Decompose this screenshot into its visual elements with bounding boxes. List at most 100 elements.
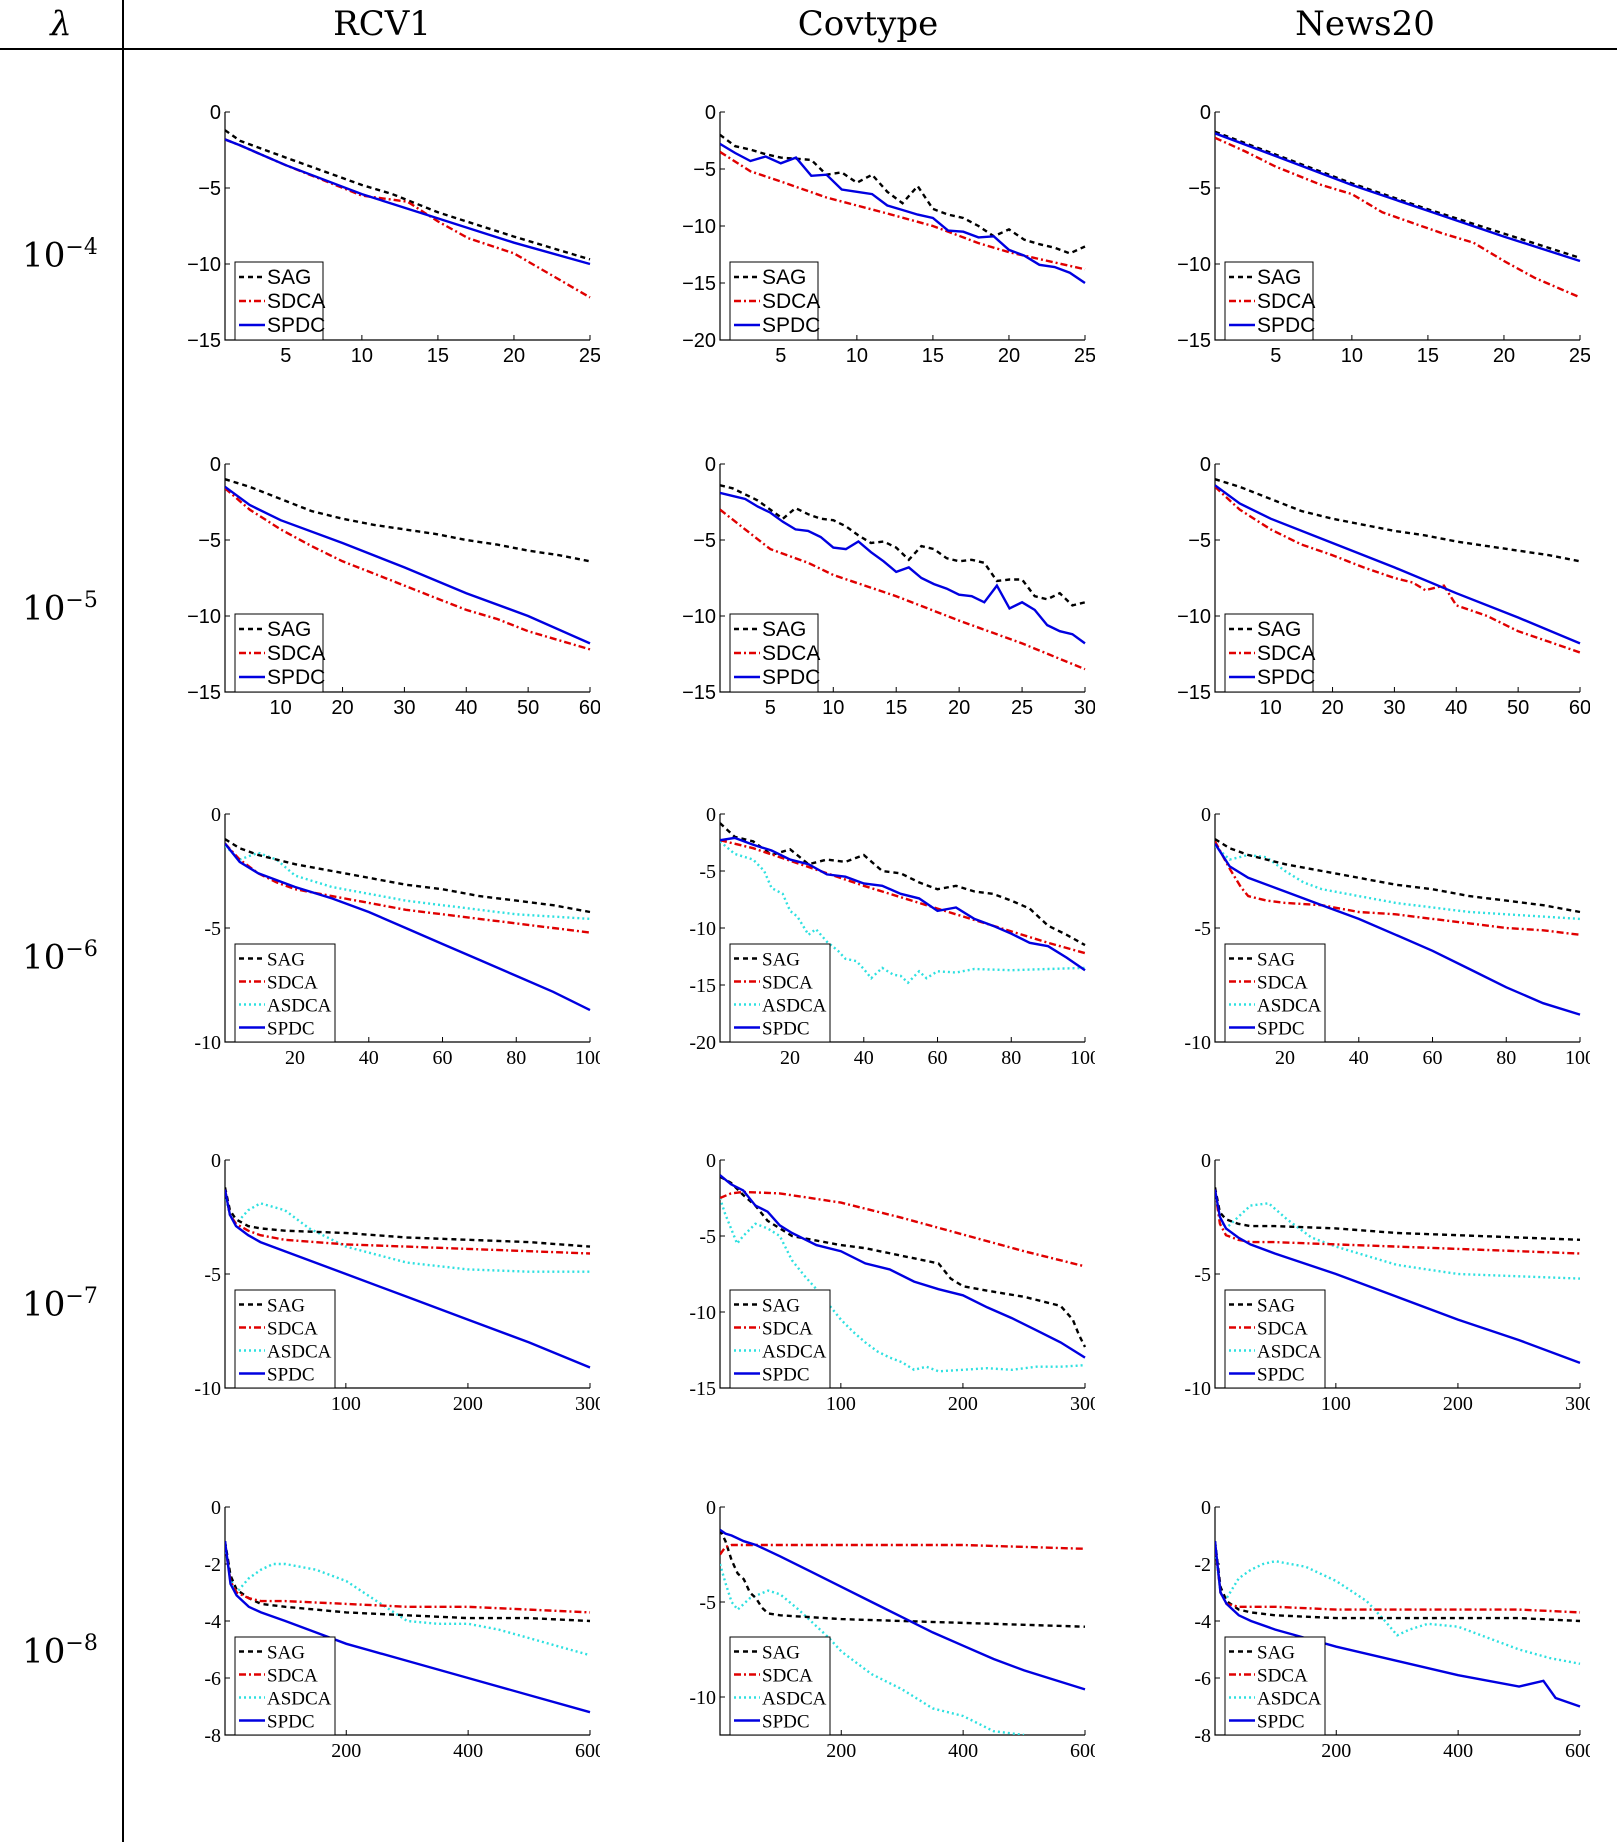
series-line-sdca [225, 842, 591, 934]
x-tick-label: 5 [1270, 345, 1281, 367]
x-tick-label: 15 [1417, 345, 1439, 367]
legend-label-sdca: SDCA [762, 642, 820, 665]
legend-box [729, 1636, 831, 1736]
legend-label-spdc: SPDC [267, 314, 325, 337]
legend-label-sag: SAG [762, 618, 806, 641]
y-tick-label: -5 [204, 918, 221, 940]
legend-label-sag: SAG [267, 266, 311, 289]
legend-label-spdc: SPDC [267, 666, 325, 689]
legend-label-sdca: SDCA [267, 1319, 318, 1340]
series-line-sdca [1215, 136, 1581, 299]
y-tick-label: −10 [1177, 606, 1211, 628]
y-tick-label: -5 [699, 861, 716, 883]
series-line-spdc [225, 485, 591, 645]
x-tick-label: 200 [1321, 1740, 1351, 1762]
legend-label-sag: SAG [267, 618, 311, 641]
chart-rcv1-1e-8: 0 -2 -4 -6 -8 200 400 600 SAG SDCA ASDCA SPDC [160, 1455, 605, 1785]
series-line-spdc [720, 142, 1086, 284]
series-line-sag [225, 1187, 591, 1248]
legend-label-sdca: SDCA [762, 1666, 813, 1687]
y-tick-label: −5 [1188, 530, 1211, 552]
lambda-column-divider [122, 0, 124, 1842]
y-tick-label: −15 [1177, 330, 1211, 352]
legend-label-sag: SAG [1257, 266, 1301, 289]
lambda-row-label: 10−5 [0, 588, 120, 628]
legend-label-sag: SAG [267, 1643, 305, 1664]
x-tick-label: 200 [826, 1740, 856, 1762]
y-tick-label: 0 [705, 454, 716, 476]
legend-label-spdc: SPDC [762, 314, 820, 337]
series-line-asdca [1215, 1193, 1581, 1280]
y-tick-label: -4 [204, 1611, 221, 1633]
lambda-base: 10 [22, 235, 66, 276]
chart-rcv1-1e-4: 0 −5 −10 −15 5 10 15 20 25 SAG SDCA SPDC [160, 60, 601, 390]
x-tick-label: 5 [775, 345, 786, 367]
x-tick-label: 15 [427, 345, 449, 367]
lambda-header: λ [50, 4, 72, 44]
x-tick-label: 40 [854, 1047, 874, 1069]
y-tick-label: -10 [689, 1687, 716, 1709]
y-tick-label: −10 [682, 606, 716, 628]
x-tick-label: 300 [1070, 1393, 1095, 1415]
series-line-sag [225, 129, 591, 261]
x-tick-label: 80 [506, 1047, 526, 1069]
legend-label-sag: SAG [762, 1296, 800, 1317]
x-tick-label: 50 [1507, 697, 1529, 719]
legend-label-sag: SAG [762, 1643, 800, 1664]
y-tick-label: 0 [706, 1497, 716, 1519]
series-line-asdca [225, 1546, 591, 1657]
series-line-sdca [720, 839, 1086, 955]
legend-label-sdca: SDCA [267, 973, 318, 994]
chart-covtype-1e-7: 0 -5 -10 -15 100 200 300 SAG SDCA ASDCA SPDC [655, 1108, 1100, 1438]
lambda-row-label: 10−8 [0, 1631, 120, 1671]
legend-label-asdca: ASDCA [267, 996, 332, 1017]
x-tick-label: 20 [780, 1047, 800, 1069]
lambda-exponent: −8 [65, 1631, 98, 1656]
legend-label-sag: SAG [1257, 1643, 1295, 1664]
x-tick-label: 40 [455, 697, 477, 719]
legend-label-spdc: SPDC [267, 1019, 315, 1040]
lambda-row-label: 10−7 [0, 1284, 120, 1324]
legend-label-spdc: SPDC [1257, 666, 1315, 689]
legend-label-sdca: SDCA [267, 1666, 318, 1687]
series-line-sag [225, 838, 591, 914]
legend-label-asdca: ASDCA [1257, 1689, 1322, 1710]
x-tick-label: 600 [1565, 1740, 1590, 1762]
y-tick-label: −15 [682, 682, 716, 704]
series-line-asdca [1215, 1546, 1581, 1665]
series-line-sdca [1215, 1543, 1581, 1614]
series-line-spdc [1215, 1189, 1581, 1365]
series-line-spdc [225, 842, 591, 1012]
y-tick-label: 0 [211, 804, 221, 826]
y-tick-label: 0 [706, 1150, 716, 1172]
legend-label-sag: SAG [267, 1296, 305, 1317]
legend-label-asdca: ASDCA [1257, 1342, 1322, 1363]
chart-rcv1-1e-6: 0 -5 -10 20 40 60 80 100 SAG SDCA ASDCA SPDC [160, 762, 605, 1092]
series-line-sag [1215, 130, 1581, 260]
lambda-row-label: 10−4 [0, 235, 120, 275]
series-line-spdc [720, 1528, 1086, 1691]
lambda-row-label: 10−6 [0, 937, 120, 977]
legend-box [729, 943, 831, 1043]
x-tick-label: 300 [575, 1393, 600, 1415]
x-tick-label: 5 [280, 345, 291, 367]
column-header-covtype: Covtype [797, 4, 939, 44]
series-line-spdc [225, 138, 591, 266]
chart-news20-1e-8: 0 -2 -4 -6 -8 200 400 600 SAG SDCA ASDCA SPDC [1150, 1455, 1595, 1785]
legend-label-spdc: SPDC [267, 1712, 315, 1733]
y-tick-label: 0 [706, 804, 716, 826]
x-tick-label: 25 [1074, 345, 1095, 367]
series-line-sdca [1215, 840, 1581, 936]
legend-box [1224, 1289, 1326, 1389]
legend-label-spdc: SPDC [762, 666, 820, 689]
x-tick-label: 5 [765, 697, 776, 719]
series-line-sag [1215, 1541, 1581, 1623]
